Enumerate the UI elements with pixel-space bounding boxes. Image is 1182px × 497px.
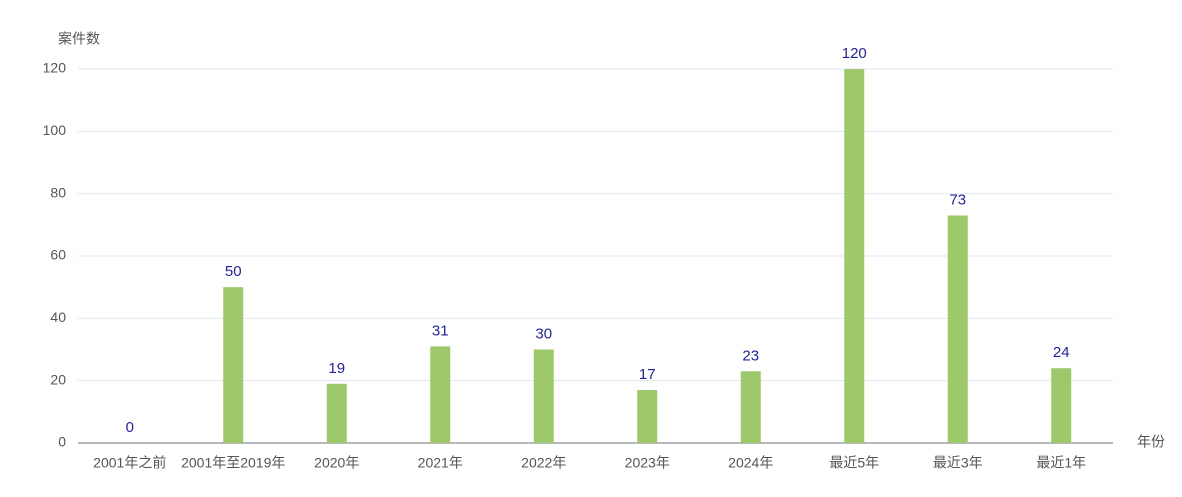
bar (844, 69, 865, 443)
value-label: 120 (842, 45, 867, 62)
y-tick-label: 60 (50, 247, 66, 263)
y-tick-label: 80 (50, 184, 66, 200)
value-label: 23 (742, 347, 759, 364)
bar (326, 383, 347, 443)
y-tick-label: 120 (43, 60, 67, 76)
x-tick-label: 最近3年 (933, 455, 983, 471)
bar (223, 287, 244, 443)
value-label: 0 (126, 419, 134, 436)
bar (947, 215, 968, 443)
bar (430, 346, 451, 443)
y-tick-label: 100 (43, 122, 67, 138)
x-tick-label: 2023年 (625, 455, 670, 471)
x-tick-label: 2021年 (418, 455, 463, 471)
value-label: 31 (432, 322, 449, 339)
x-tick-label: 2001年之前 (93, 455, 166, 471)
value-label: 24 (1053, 344, 1070, 361)
x-axis-title: 年份 (1137, 434, 1165, 450)
bar (740, 371, 761, 443)
value-label: 19 (328, 360, 345, 377)
y-tick-label: 0 (58, 434, 66, 450)
y-axis-title: 案件数 (58, 31, 100, 47)
bar (637, 390, 658, 443)
bar (533, 349, 554, 443)
x-tick-label: 2024年 (728, 455, 773, 471)
value-label: 73 (949, 191, 966, 208)
x-tick-label: 2020年 (314, 455, 359, 471)
value-label: 17 (639, 366, 656, 383)
x-tick-label: 最近1年 (1036, 455, 1086, 471)
y-tick-label: 20 (50, 371, 66, 387)
x-tick-label: 最近5年 (829, 455, 879, 471)
value-label: 30 (535, 325, 552, 342)
value-label: 50 (225, 263, 242, 280)
x-tick-label: 2001年至2019年 (181, 455, 285, 471)
bar (1051, 368, 1072, 443)
x-tick-label: 2022年 (521, 455, 566, 471)
y-tick-label: 40 (50, 309, 66, 325)
